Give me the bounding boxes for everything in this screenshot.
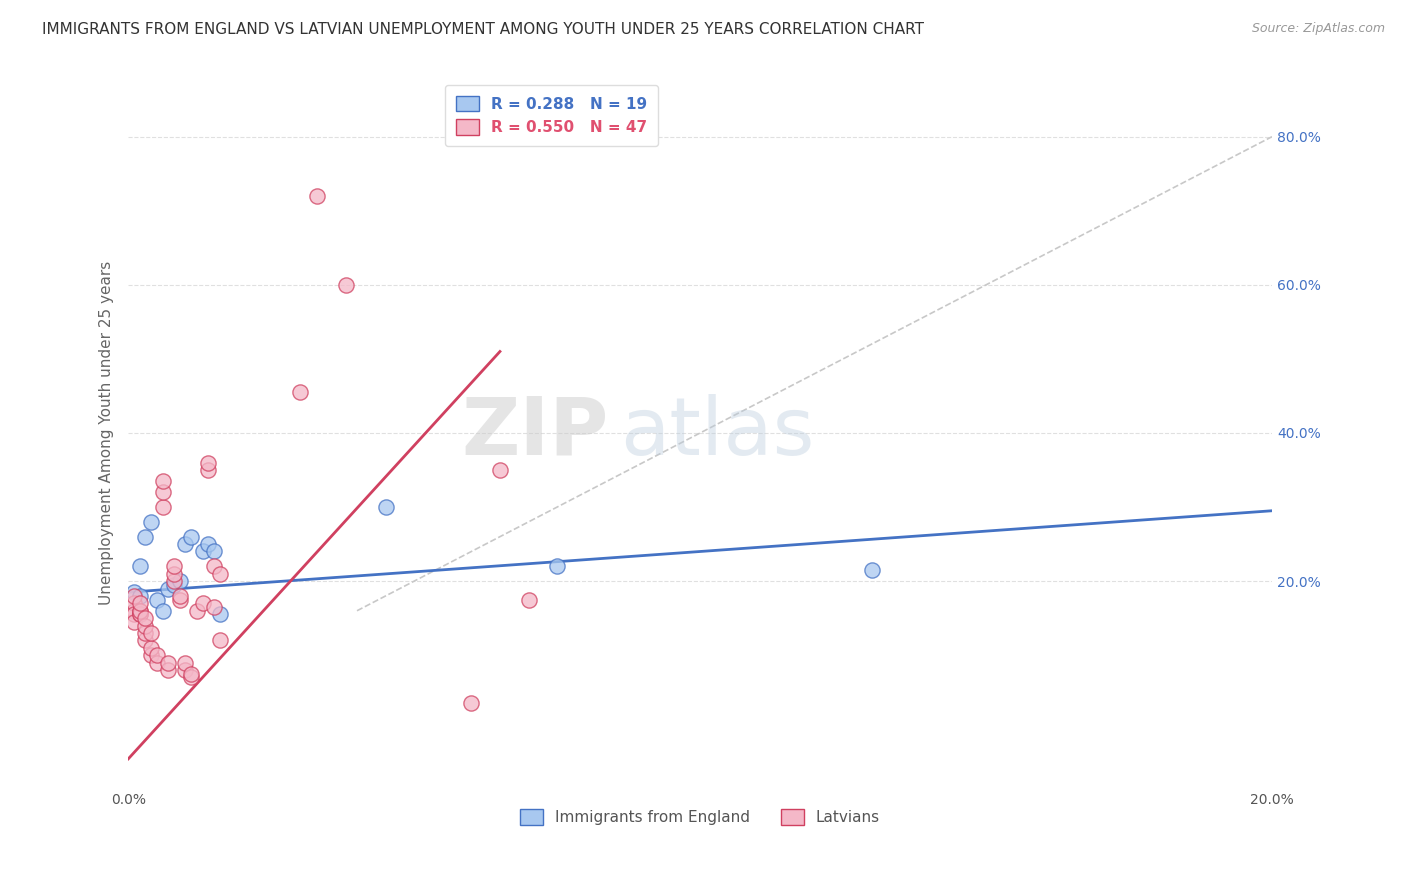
Point: [208, 607, 231, 622]
Point: [335, 277, 357, 292]
Point: [152, 500, 174, 514]
Point: [157, 656, 180, 670]
Point: [197, 456, 219, 470]
Point: [180, 530, 202, 544]
Point: [128, 589, 150, 603]
Point: [122, 615, 145, 629]
Point: [122, 589, 145, 603]
Point: [134, 611, 156, 625]
Point: [174, 663, 197, 677]
Point: [163, 559, 186, 574]
Point: [128, 604, 150, 618]
Text: Source: ZipAtlas.com: Source: ZipAtlas.com: [1251, 22, 1385, 36]
Point: [517, 592, 540, 607]
Point: [139, 515, 162, 529]
Point: [305, 189, 328, 203]
Point: [157, 663, 180, 677]
Point: [202, 544, 225, 558]
Point: [128, 607, 150, 622]
Point: [134, 618, 156, 632]
Y-axis label: Unemployment Among Youth under 25 years: Unemployment Among Youth under 25 years: [100, 260, 114, 605]
Point: [122, 604, 145, 618]
Point: [174, 656, 197, 670]
Text: atlas: atlas: [620, 394, 814, 472]
Point: [191, 596, 214, 610]
Point: [128, 607, 150, 622]
Point: [122, 585, 145, 599]
Text: IMMIGRANTS FROM ENGLAND VS LATVIAN UNEMPLOYMENT AMONG YOUTH UNDER 25 YEARS CORRE: IMMIGRANTS FROM ENGLAND VS LATVIAN UNEMP…: [42, 22, 924, 37]
Point: [152, 485, 174, 500]
Point: [208, 566, 231, 581]
Point: [460, 697, 482, 711]
Point: [163, 578, 186, 592]
Point: [208, 633, 231, 648]
Point: [169, 589, 191, 603]
Point: [139, 648, 162, 663]
Point: [152, 474, 174, 488]
Point: [134, 626, 156, 640]
Point: [146, 648, 169, 663]
Point: [122, 607, 145, 622]
Point: [152, 604, 174, 618]
Point: [122, 596, 145, 610]
Point: [139, 640, 162, 655]
Point: [186, 604, 208, 618]
Point: [146, 656, 169, 670]
Point: [374, 500, 396, 514]
Point: [146, 592, 169, 607]
Point: [180, 670, 202, 684]
Point: [546, 559, 568, 574]
Point: [134, 530, 156, 544]
Point: [197, 463, 219, 477]
Point: [128, 559, 150, 574]
Point: [157, 582, 180, 596]
Point: [174, 537, 197, 551]
Point: [169, 592, 191, 607]
Point: [163, 566, 186, 581]
Text: ZIP: ZIP: [461, 394, 609, 472]
Point: [128, 604, 150, 618]
Point: [134, 633, 156, 648]
Point: [197, 537, 219, 551]
Point: [288, 385, 311, 400]
Point: [169, 574, 191, 588]
Point: [202, 559, 225, 574]
Point: [489, 463, 512, 477]
Point: [128, 596, 150, 610]
Point: [139, 626, 162, 640]
Point: [191, 544, 214, 558]
Point: [180, 666, 202, 681]
Legend: Immigrants from England, Latvians: Immigrants from England, Latvians: [510, 800, 889, 834]
Point: [860, 563, 883, 577]
Point: [202, 600, 225, 615]
Point: [163, 574, 186, 588]
